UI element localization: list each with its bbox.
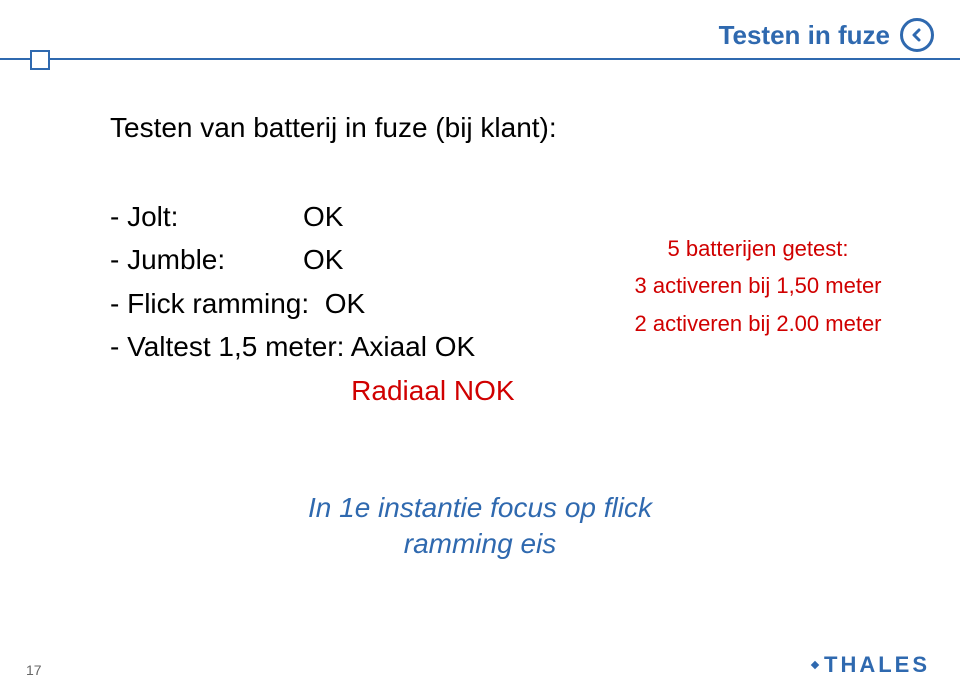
section-heading: Testen van batterij in fuze (bij klant): xyxy=(110,112,557,144)
header: Testen in fuze xyxy=(719,18,934,52)
logo-text: THALES xyxy=(824,652,930,678)
note-box: 5 batterijen getest: 3 activeren bij 1,5… xyxy=(608,230,908,342)
list-item: - Jumble: OK xyxy=(110,238,515,281)
slide-title: Testen in fuze xyxy=(719,20,890,51)
header-divider xyxy=(0,58,960,60)
note-line: 5 batterijen getest: xyxy=(608,230,908,267)
focus-text: In 1e instantie focus op flick ramming e… xyxy=(0,490,960,563)
list-item: Radiaal NOK xyxy=(110,369,515,412)
note-line: 3 activeren bij 1,50 meter xyxy=(608,267,908,304)
header-notch-icon xyxy=(30,50,50,70)
slide: Testen in fuze Testen van batterij in fu… xyxy=(0,0,960,696)
brand-logo: THALES xyxy=(812,652,930,678)
list-item: - Valtest 1,5 meter: Axiaal OK xyxy=(110,325,515,368)
page-number: 17 xyxy=(26,662,42,678)
bullet-list: - Jolt: OK - Jumble: OK - Flick ramming:… xyxy=(110,195,515,412)
back-arrow-icon xyxy=(900,18,934,52)
list-item: - Flick ramming: OK xyxy=(110,282,515,325)
note-line: 2 activeren bij 2.00 meter xyxy=(608,305,908,342)
list-item: - Jolt: OK xyxy=(110,195,515,238)
logo-diamond-icon xyxy=(811,661,819,669)
